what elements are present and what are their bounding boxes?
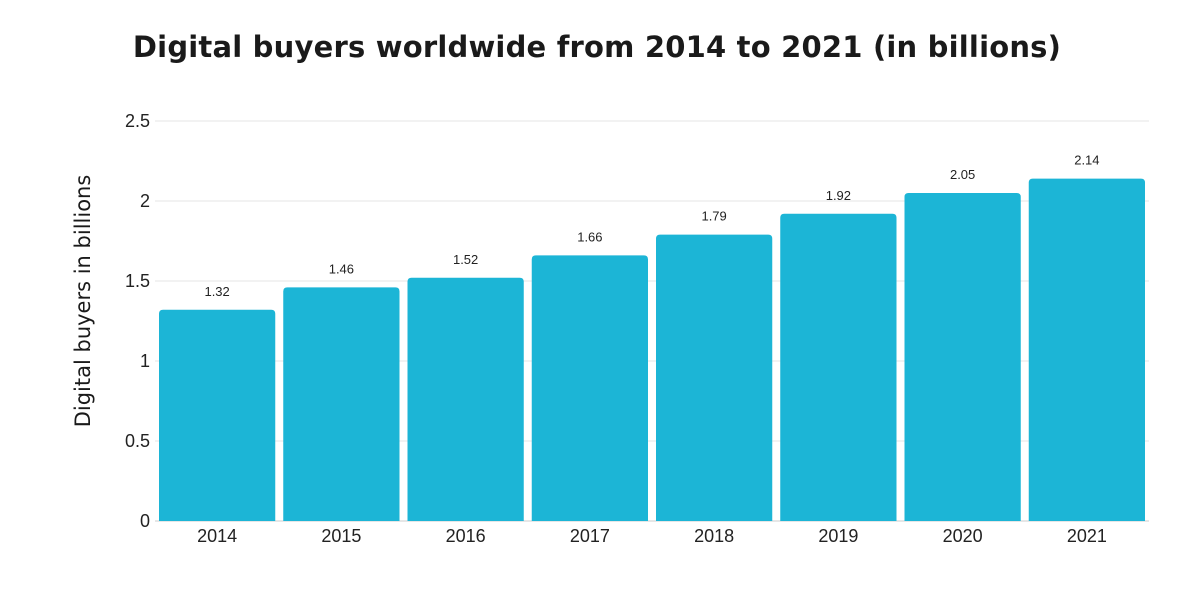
- y-tick-label: 2: [140, 191, 150, 211]
- y-tick-label: 0: [140, 511, 150, 531]
- data-label-2018: 1.79: [701, 209, 726, 224]
- bar-2017: [531, 255, 648, 521]
- data-label-2014: 1.32: [204, 284, 229, 299]
- data-label-2016: 1.52: [453, 252, 478, 267]
- x-tick-label-2018: 2018: [694, 526, 734, 546]
- y-tick-label: 2.5: [125, 111, 150, 131]
- x-tick-label-2015: 2015: [321, 526, 361, 546]
- data-label-2015: 1.46: [329, 261, 354, 276]
- bar-2019: [780, 213, 897, 522]
- x-tick-label-2021: 2021: [1067, 526, 1107, 546]
- y-axis-ticks: 0 0.5 1 1.5 2 2.5: [125, 111, 150, 531]
- data-labels: 1.32 1.46 1.52 1.66 1.79 1.92 2.05 2.14: [204, 153, 1099, 299]
- bar-2020: [904, 193, 1021, 521]
- data-label-2017: 1.66: [577, 229, 602, 244]
- y-tick-label: 1.5: [125, 271, 150, 291]
- bar-2016: [407, 277, 524, 521]
- data-label-2020: 2.05: [950, 167, 975, 182]
- x-tick-label-2017: 2017: [570, 526, 610, 546]
- y-tick-label: 1: [140, 351, 150, 371]
- data-label-2021: 2.14: [1074, 153, 1099, 168]
- x-tick-label-2014: 2014: [197, 526, 237, 546]
- y-tick-label: 0.5: [125, 431, 150, 451]
- bar-2014: [159, 309, 276, 521]
- x-axis-ticks: 2014 2015 2016 2017 2018 2019 2020 2021: [197, 526, 1107, 546]
- bar-2015: [283, 287, 400, 521]
- bar-2018: [656, 234, 773, 521]
- x-tick-label-2016: 2016: [446, 526, 486, 546]
- data-label-2019: 1.92: [826, 188, 851, 203]
- chart-title: Digital buyers worldwide from 2014 to 20…: [132, 30, 1062, 64]
- bar-2021: [1028, 178, 1145, 521]
- y-axis-label: Digital buyers in billions: [71, 175, 95, 428]
- x-tick-label-2020: 2020: [943, 526, 983, 546]
- x-tick-label-2019: 2019: [818, 526, 858, 546]
- bars: [159, 178, 1145, 522]
